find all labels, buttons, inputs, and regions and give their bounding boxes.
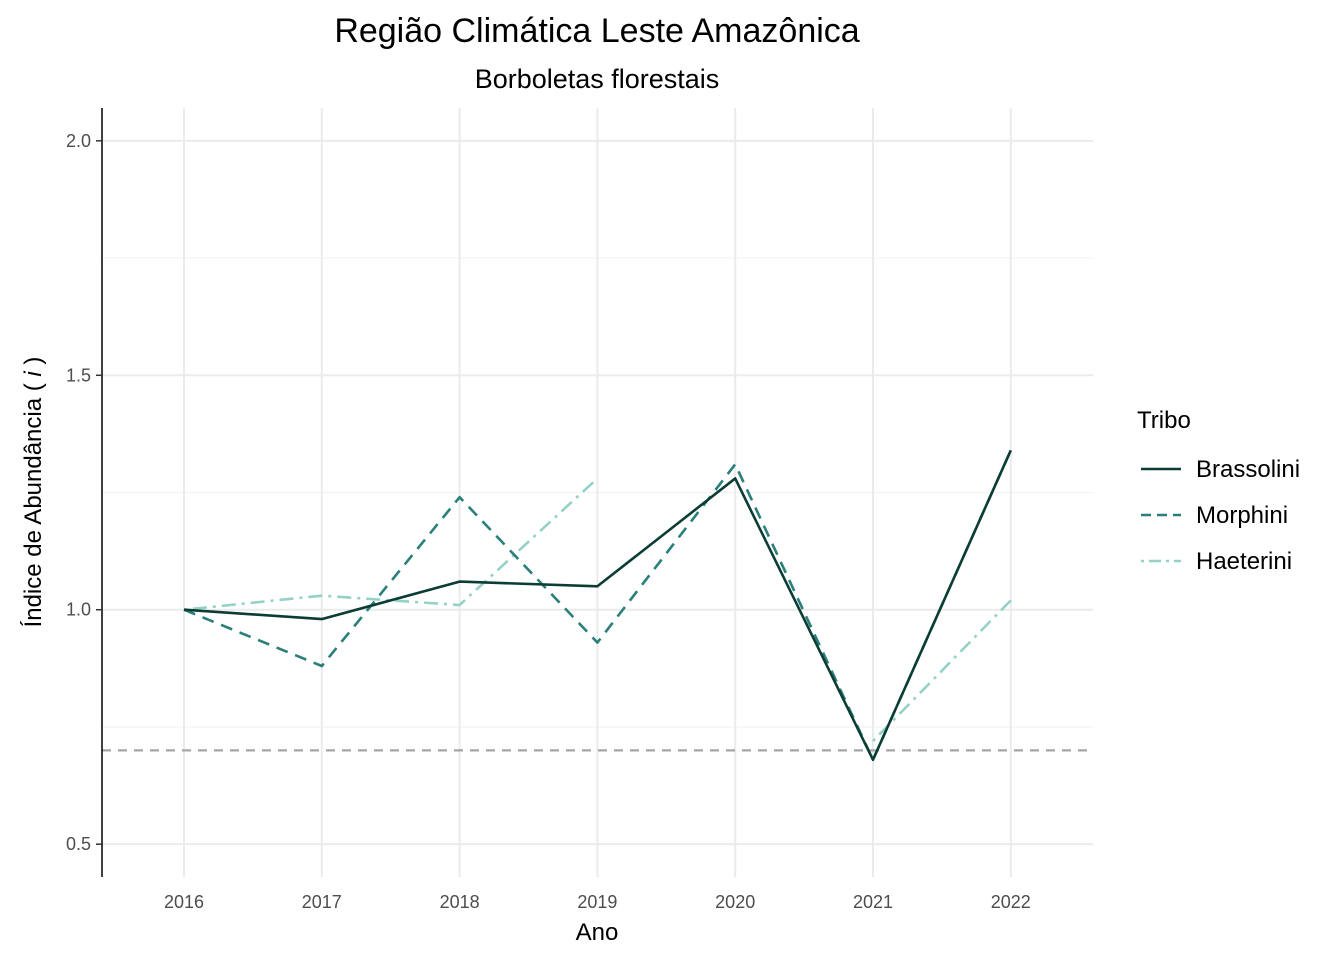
legend-title: Tribo — [1137, 407, 1191, 434]
legend-label-haeterini: Haeterini — [1196, 548, 1292, 575]
x-tick-label: 2018 — [440, 892, 480, 912]
y-tick-labels: 0.5 1.0 1.5 2.0 — [66, 131, 91, 854]
y-axis-title-italic: i — [20, 371, 47, 377]
chart-subtitle: Borboletas florestais — [475, 64, 720, 94]
series-lines — [183, 449, 1012, 762]
x-tick-label: 2022 — [991, 892, 1031, 912]
legend-label-brassolini: Brassolini — [1196, 456, 1300, 483]
x-tick-label: 2016 — [164, 892, 204, 912]
chart-title: Região Climática Leste Amazônica — [334, 12, 859, 50]
legend: Tribo Brassolini Morphini Haeterini — [1137, 407, 1300, 575]
legend-items: Brassolini Morphini Haeterini — [1141, 456, 1300, 575]
y-tick-label: 0.5 — [66, 834, 91, 854]
x-tick-label: 2017 — [302, 892, 342, 912]
y-axis-title-end: ) — [20, 357, 47, 372]
y-tick-label: 1.5 — [66, 365, 91, 385]
y-tick-label: 2.0 — [66, 131, 91, 151]
axes — [96, 108, 103, 877]
x-axis-title: Ano — [576, 919, 619, 946]
series-line-morphini — [183, 449, 1012, 762]
series-line-haeterini — [183, 477, 599, 612]
legend-label-morphini: Morphini — [1196, 502, 1288, 529]
x-tick-label: 2021 — [853, 892, 893, 912]
y-axis-title-main: Índice de Abundância ( — [20, 377, 47, 628]
series-line-haeterini — [872, 599, 1012, 742]
x-tick-label: 2019 — [577, 892, 617, 912]
y-tick-label: 1.0 — [66, 600, 91, 620]
x-tick-labels: 2016 2017 2018 2019 2020 2021 2022 — [164, 892, 1031, 912]
y-axis-title: Índice de Abundância ( i ) — [20, 357, 47, 628]
grid-lines — [102, 108, 1093, 877]
x-tick-label: 2020 — [715, 892, 755, 912]
series-line-brassolini — [183, 449, 1012, 762]
